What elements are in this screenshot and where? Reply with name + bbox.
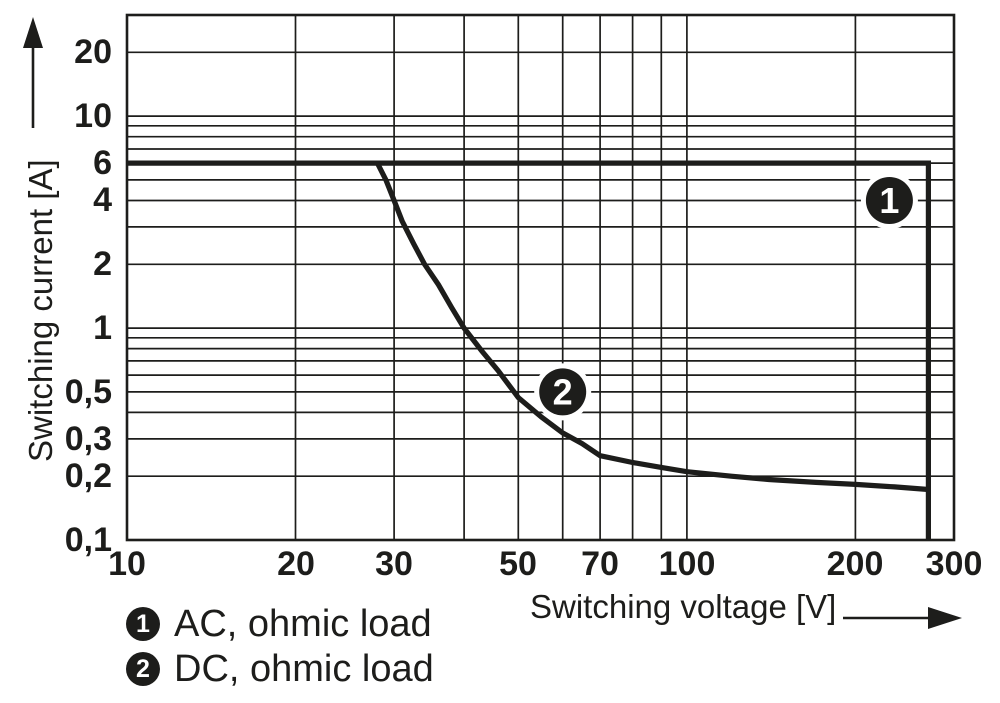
- legend: 1 AC, ohmic load 2 DC, ohmic load: [126, 603, 434, 690]
- y-tick-label: 2: [93, 245, 112, 283]
- legend-badge-1: 1: [126, 607, 160, 641]
- x-tick-label: 200: [826, 545, 884, 583]
- y-tick-label: 0,2: [64, 457, 112, 495]
- curve-badge-number: 1: [879, 180, 899, 221]
- legend-label-dc: DC, ohmic load: [174, 647, 434, 690]
- x-tick-label: 100: [658, 545, 716, 583]
- curve-badge-circle: [539, 368, 587, 416]
- legend-item-ac: 1 AC, ohmic load: [126, 603, 434, 645]
- y-tick-label: 0,3: [64, 420, 112, 458]
- y-tick-label: 10: [74, 97, 112, 135]
- curve-badge-number: 2: [553, 371, 573, 412]
- x-axis-title: Switching voltage [V]: [530, 588, 837, 625]
- y-tick-label: 0,5: [64, 373, 112, 411]
- y-tick-label: 0,1: [64, 521, 112, 559]
- y-tick-label: 20: [74, 33, 112, 71]
- x-tick-label: 20: [277, 545, 315, 583]
- curve-2: [375, 161, 929, 493]
- x-tick-label: 30: [375, 545, 413, 583]
- x-tick-label: 300: [925, 545, 983, 583]
- curve-1: [127, 160, 931, 540]
- legend-label-ac: AC, ohmic load: [174, 602, 432, 645]
- x-tick-label: 10: [108, 545, 146, 583]
- y-axis-arrow-head-icon: [23, 17, 43, 48]
- x-tick-label: 70: [581, 545, 619, 583]
- curve-badge-circle: [865, 177, 913, 224]
- y-tick-label: 4: [93, 181, 112, 219]
- plot-border: [125, 13, 956, 542]
- legend-badge-2: 2: [126, 652, 160, 686]
- x-axis-arrow-head-icon: [928, 607, 962, 629]
- x-tick-label: 50: [499, 545, 537, 583]
- y-tick-label: 6: [93, 144, 112, 182]
- y-tick-label: 1: [93, 309, 112, 347]
- legend-item-dc: 2 DC, ohmic load: [126, 648, 434, 690]
